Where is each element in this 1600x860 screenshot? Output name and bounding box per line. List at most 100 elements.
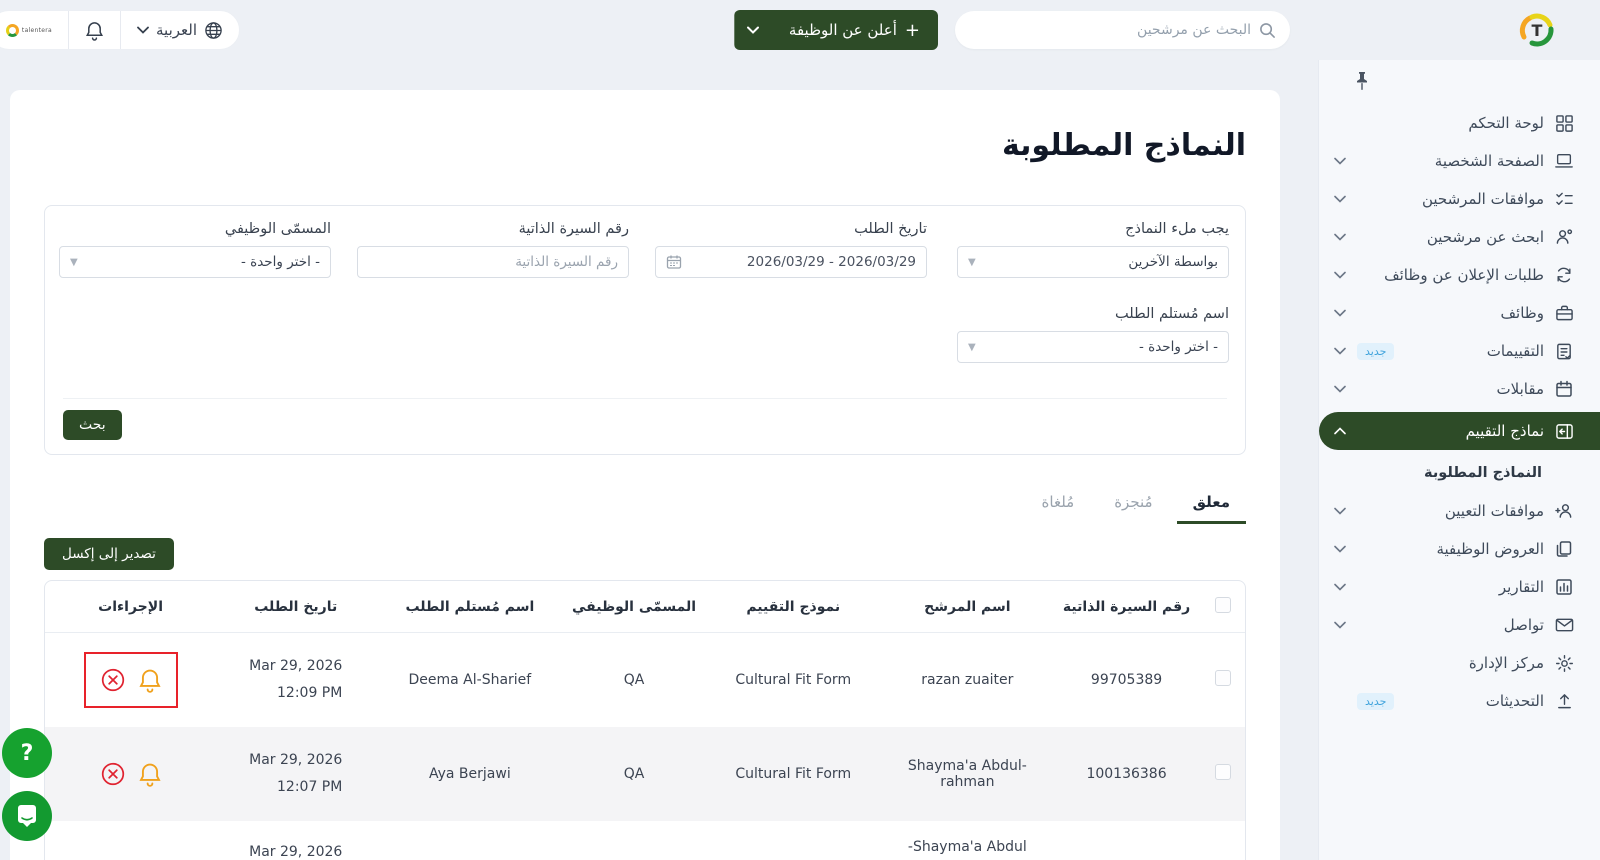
- mini-brand-button[interactable]: talentera: [0, 11, 68, 49]
- sidebar-item[interactable]: طلبات الإعلان عن وظائف: [1319, 256, 1600, 294]
- reminder-bell-icon[interactable]: [138, 667, 162, 693]
- chart-icon: [1554, 577, 1574, 597]
- chevron-up-icon: [1333, 427, 1347, 435]
- chevron-down-icon: [1333, 233, 1347, 241]
- chevron-down-icon: [1333, 583, 1347, 591]
- sidebar-item[interactable]: مركز الإدارة: [1319, 644, 1600, 682]
- recipient-select[interactable]: - اختر واحدة - ▼: [957, 331, 1229, 363]
- laptop-icon: [1554, 151, 1574, 171]
- sidebar-item-label: موافقات التعيين: [1444, 501, 1544, 520]
- actions-group: [83, 652, 178, 708]
- export-excel-button[interactable]: تصدير إلى إكسل: [44, 538, 174, 570]
- cell-actions: [45, 740, 216, 808]
- calendar-icon: [666, 254, 682, 270]
- globe-icon: [204, 21, 223, 40]
- search-button[interactable]: بحث: [63, 410, 122, 440]
- chevron-down-icon: [1333, 157, 1347, 165]
- sidebar-item-label: العروض الوظيفية: [1436, 539, 1544, 558]
- sidebar-item-label: التقييمات: [1486, 341, 1544, 360]
- col-header-candidate: اسم المرشح: [924, 598, 1011, 615]
- sidebar-item[interactable]: نماذج التقييم: [1319, 412, 1600, 450]
- topbar-left-chip: talentera العربية: [0, 10, 240, 50]
- cell-cv-number: 99705389: [1090, 672, 1163, 688]
- search-input[interactable]: [969, 22, 1251, 38]
- briefcase-icon: [1554, 303, 1574, 323]
- post-job-button[interactable]: + أعلن عن الوظيفة: [733, 10, 938, 50]
- sidebar-item[interactable]: مقابلات: [1319, 370, 1600, 408]
- sidebar-item[interactable]: موافقات التعيين: [1319, 492, 1600, 530]
- sidebar-item[interactable]: ابحث عن مرشحين: [1319, 218, 1600, 256]
- filter-panel: يجب ملء النماذج بواسطة الآخرين ▼ تاريخ ا…: [44, 205, 1246, 455]
- fill-forms-select[interactable]: بواسطة الآخرين ▼: [957, 246, 1229, 278]
- sidebar-item-label: تواصل: [1503, 615, 1544, 634]
- language-switcher[interactable]: العربية: [120, 11, 239, 49]
- pin-icon[interactable]: [1353, 70, 1371, 92]
- filter-request-date: تاريخ الطلب 2026/03/29 - 2026/03/29: [655, 221, 927, 278]
- reminder-bell-icon[interactable]: [138, 761, 162, 787]
- filter-label: رقم السيرة الذاتية: [518, 221, 629, 237]
- sidebar-item[interactable]: لوحة التحكم: [1319, 104, 1600, 142]
- sidebar-item[interactable]: وظائف: [1319, 294, 1600, 332]
- sidebar-item[interactable]: موافقات المرشحين: [1319, 180, 1600, 218]
- sidebar-item-label: موافقات المرشحين: [1421, 189, 1544, 208]
- post-job-dropdown-toggle[interactable]: [733, 10, 771, 50]
- date-range-input[interactable]: 2026/03/29 - 2026/03/29: [655, 246, 927, 278]
- chevron-down-icon: [137, 26, 149, 34]
- new-badge: جديد: [1357, 692, 1395, 710]
- sidebar: لوحة التحكم الصفحة الشخصية موافقات المرش…: [1318, 60, 1600, 860]
- gear-icon: [1554, 653, 1574, 673]
- talentera-logo-icon: T: [1516, 9, 1558, 51]
- cell-form: Cultural Fit Form: [735, 672, 852, 688]
- filter-label: اسم مُستلم الطلب: [1115, 306, 1229, 322]
- cell-actions: [45, 821, 216, 847]
- table-header-row: رقم السيرة الذاتية اسم المرشح نموذج التق…: [45, 581, 1245, 633]
- cancel-request-icon[interactable]: [100, 761, 126, 787]
- sidebar-item[interactable]: التقارير: [1319, 568, 1600, 606]
- checklist-icon: [1554, 189, 1574, 209]
- select-caret-icon: ▼: [968, 341, 976, 353]
- chevron-down-icon: [1333, 309, 1347, 317]
- cancel-request-icon[interactable]: [100, 667, 126, 693]
- chevron-down-icon: [1333, 271, 1347, 279]
- sidebar-item-label: نماذج التقييم: [1465, 421, 1544, 440]
- row-checkbox[interactable]: [1215, 764, 1232, 780]
- filter-recipient: اسم مُستلم الطلب - اختر واحدة - ▼: [957, 306, 1229, 363]
- tab-inactive[interactable]: مُلغاة: [1041, 493, 1075, 511]
- tab-inactive[interactable]: مُنجزة: [1114, 493, 1153, 511]
- select-all-checkbox[interactable]: [1215, 596, 1232, 613]
- sidebar-item[interactable]: الصفحة الشخصية: [1319, 142, 1600, 180]
- sidebar-menu: لوحة التحكم الصفحة الشخصية موافقات المرش…: [1319, 104, 1600, 720]
- main-content: النماذج المطلوبة يجب ملء النماذج بواسطة …: [10, 90, 1280, 860]
- sidebar-item[interactable]: النماذج المطلوبة: [1319, 454, 1600, 492]
- table-row: Shayma'a Abdul- Mar 29, 2026: [45, 821, 1245, 860]
- chevron-down-icon: [1333, 347, 1347, 355]
- bell-icon: [85, 20, 104, 41]
- sidebar-item[interactable]: التقييمات جديد: [1319, 332, 1600, 370]
- sidebar-item[interactable]: التحديثات جديد: [1319, 682, 1600, 720]
- row-checkbox[interactable]: [1215, 670, 1232, 686]
- tab-active[interactable]: معلق: [1176, 487, 1246, 524]
- cell-recipient: Aya Berjawi: [428, 766, 511, 782]
- select-caret-icon: ▼: [70, 256, 78, 268]
- cell-candidate: razan zuaiter: [921, 672, 1014, 688]
- chevron-down-icon: [1333, 195, 1347, 203]
- language-label: العربية: [156, 21, 197, 39]
- cv-number-input[interactable]: رقم السيرة الذاتية: [357, 246, 629, 278]
- sidebar-item[interactable]: تواصل: [1319, 606, 1600, 644]
- question-mark-icon: ?: [20, 740, 34, 766]
- filter-label: المسمّى الوظيفي: [224, 221, 331, 237]
- col-header-date: تاريخ الطلب: [254, 598, 338, 615]
- sidebar-item[interactable]: العروض الوظيفية: [1319, 530, 1600, 568]
- upload-icon: [1554, 691, 1574, 711]
- chat-widget-button[interactable]: [2, 791, 52, 841]
- sidebar-item-label: مركز الإدارة: [1468, 653, 1544, 672]
- job-title-select[interactable]: - اختر واحدة - ▼: [59, 246, 331, 278]
- notifications-button[interactable]: [68, 11, 120, 49]
- dashboard-icon: [1554, 113, 1574, 133]
- cell-request-date: Mar 29, 2026 12:07 PM: [249, 752, 343, 795]
- cell-job-title: [564, 821, 703, 847]
- col-header-recipient: اسم مُستلم الطلب: [405, 598, 535, 615]
- filter-label: تاريخ الطلب: [854, 221, 927, 237]
- people-icon: [1554, 227, 1574, 247]
- help-button[interactable]: ?: [2, 728, 52, 778]
